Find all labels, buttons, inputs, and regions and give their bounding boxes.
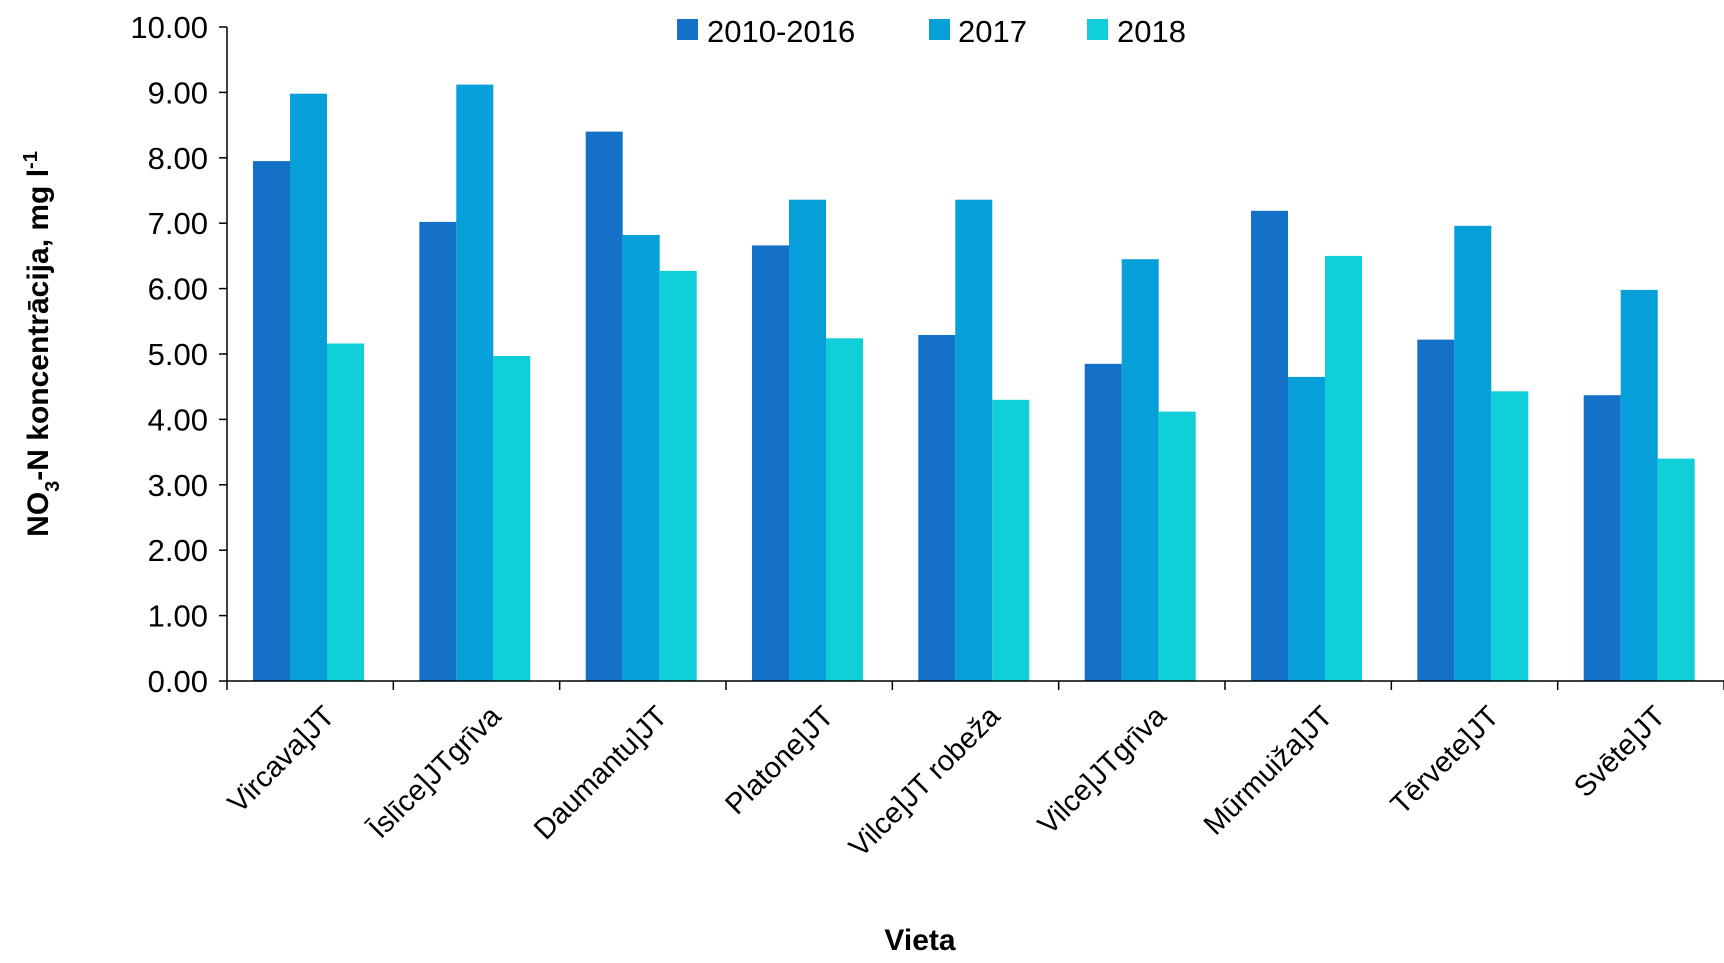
y-tick-label: 2.00 xyxy=(148,533,208,568)
legend-label: 2010-2016 xyxy=(707,14,855,49)
y-axis-title-rest: -N koncentrācija, mg l xyxy=(22,169,55,481)
bar xyxy=(1121,259,1159,681)
bar xyxy=(1084,363,1122,681)
x-axis-title: Vieta xyxy=(884,924,955,957)
legend-swatch xyxy=(677,19,698,40)
x-tick-label: Vircava]JT xyxy=(222,700,341,819)
legend: 2010-2016 2017 2018 xyxy=(677,14,1186,49)
bar xyxy=(918,335,956,681)
bar xyxy=(1620,289,1658,681)
bar xyxy=(327,343,364,681)
bar xyxy=(659,270,697,681)
y-tick-label: 0.00 xyxy=(148,664,208,699)
bar xyxy=(992,399,1030,681)
y-tick-label: 9.00 xyxy=(148,75,208,110)
y-tick-label: 10.00 xyxy=(130,10,208,45)
x-tick-label: Vilce]JT robeža xyxy=(843,700,1007,864)
x-axis: Vircava]JT Īslīce]JTgrīva Daumantu]JT Plato… xyxy=(222,680,1724,864)
y-tick-label: 7.00 xyxy=(148,206,208,241)
bar xyxy=(493,356,531,681)
y-axis-title-superscript: -1 xyxy=(20,151,42,169)
bar xyxy=(1158,411,1196,681)
bar xyxy=(419,221,457,681)
bar xyxy=(826,338,863,681)
bar xyxy=(253,161,290,682)
bar xyxy=(585,131,623,682)
bars xyxy=(253,84,1695,682)
bar xyxy=(1251,210,1288,682)
y-tick-label: 4.00 xyxy=(148,402,208,437)
x-tick-label: Mūrmuiža]JT xyxy=(1198,700,1339,841)
x-tick-label: Tērvete]JT xyxy=(1385,700,1506,821)
y-axis-title-main: NO xyxy=(22,492,55,537)
y-axis-title-subscript: 3 xyxy=(42,481,64,492)
bar xyxy=(789,199,826,681)
bar xyxy=(1454,225,1492,682)
y-tick-label: 6.00 xyxy=(148,272,208,307)
y-tick-label: 8.00 xyxy=(148,141,208,176)
bar xyxy=(456,84,494,682)
bar xyxy=(622,235,660,681)
x-tick-label: Platone]JT xyxy=(719,700,840,821)
y-tick-label: 3.00 xyxy=(148,468,208,503)
legend-swatch xyxy=(929,19,950,40)
legend-swatch xyxy=(1087,19,1108,40)
y-axis: 0.00 1.00 2.00 3.00 4.00 5.00 6.00 7.00 8.00 9.00… xyxy=(130,10,228,699)
bar xyxy=(1417,339,1455,681)
x-tick-label: Svēte]JT xyxy=(1568,700,1672,804)
bar xyxy=(1325,255,1362,681)
legend-label: 2017 xyxy=(958,14,1027,49)
bar xyxy=(1657,458,1695,681)
y-tick-label: 1.00 xyxy=(148,599,208,634)
x-tick-label: Vilce]JTgrīva xyxy=(1032,700,1173,841)
y-axis-title: NO3-N koncentrācija, mg l-1 xyxy=(20,151,64,537)
bar xyxy=(955,199,993,681)
bar xyxy=(290,93,327,681)
x-tick-label: Daumantu]JT xyxy=(528,700,674,846)
bar xyxy=(1288,376,1325,681)
bar xyxy=(1491,391,1529,681)
bar xyxy=(1583,395,1621,681)
y-tick-label: 5.00 xyxy=(148,337,208,372)
bar xyxy=(752,245,789,681)
x-tick-label: Īslīce]JTgrīva xyxy=(363,700,508,845)
legend-label: 2018 xyxy=(1117,14,1186,49)
